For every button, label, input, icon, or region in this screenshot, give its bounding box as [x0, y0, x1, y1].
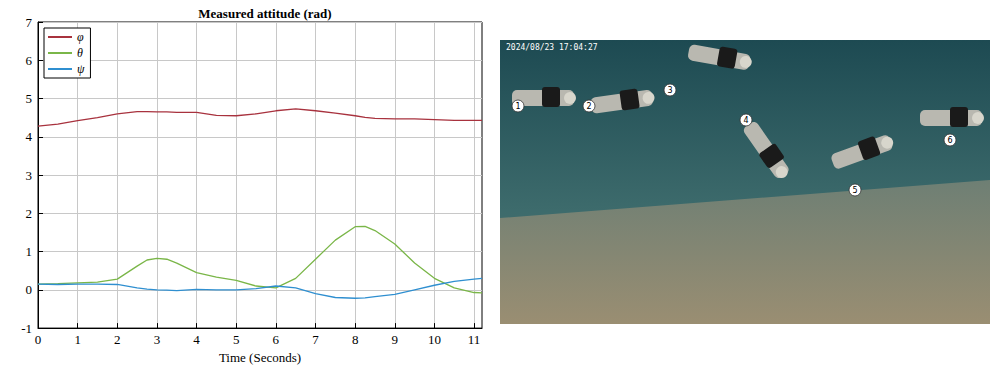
svg-text:5: 5	[233, 332, 240, 347]
svg-text:-1: -1	[21, 321, 32, 336]
svg-text:2: 2	[586, 102, 591, 111]
svg-text:0: 0	[26, 282, 33, 297]
svg-text:4: 4	[743, 116, 748, 125]
svg-text:1: 1	[515, 102, 520, 111]
svg-text:φ: φ	[77, 30, 84, 44]
svg-text:Time (Seconds): Time (Seconds)	[219, 350, 301, 365]
svg-text:10: 10	[428, 332, 441, 347]
svg-text:2: 2	[26, 206, 33, 221]
svg-text:8: 8	[352, 332, 359, 347]
svg-text:ψ: ψ	[77, 62, 85, 76]
svg-text:11: 11	[468, 332, 481, 347]
svg-text:1: 1	[26, 244, 33, 259]
svg-text:6: 6	[273, 332, 280, 347]
svg-text:5: 5	[852, 186, 857, 195]
svg-text:2024/08/23 17:04:27: 2024/08/23 17:04:27	[506, 43, 598, 52]
svg-text:7: 7	[312, 332, 319, 347]
svg-text:4: 4	[26, 129, 33, 144]
svg-text:3: 3	[26, 168, 33, 183]
svg-text:7: 7	[26, 15, 33, 30]
svg-text:0: 0	[35, 332, 42, 347]
svg-text:9: 9	[392, 332, 399, 347]
svg-text:4: 4	[193, 332, 200, 347]
svg-text:3: 3	[154, 332, 161, 347]
svg-text:3: 3	[667, 86, 672, 95]
svg-text:θ: θ	[77, 46, 83, 60]
svg-text:1: 1	[74, 332, 81, 347]
svg-text:5: 5	[26, 91, 33, 106]
svg-text:6: 6	[947, 136, 952, 145]
svg-text:Measured attitude (rad): Measured attitude (rad)	[198, 6, 331, 21]
svg-text:6: 6	[26, 53, 33, 68]
svg-text:2: 2	[114, 332, 121, 347]
